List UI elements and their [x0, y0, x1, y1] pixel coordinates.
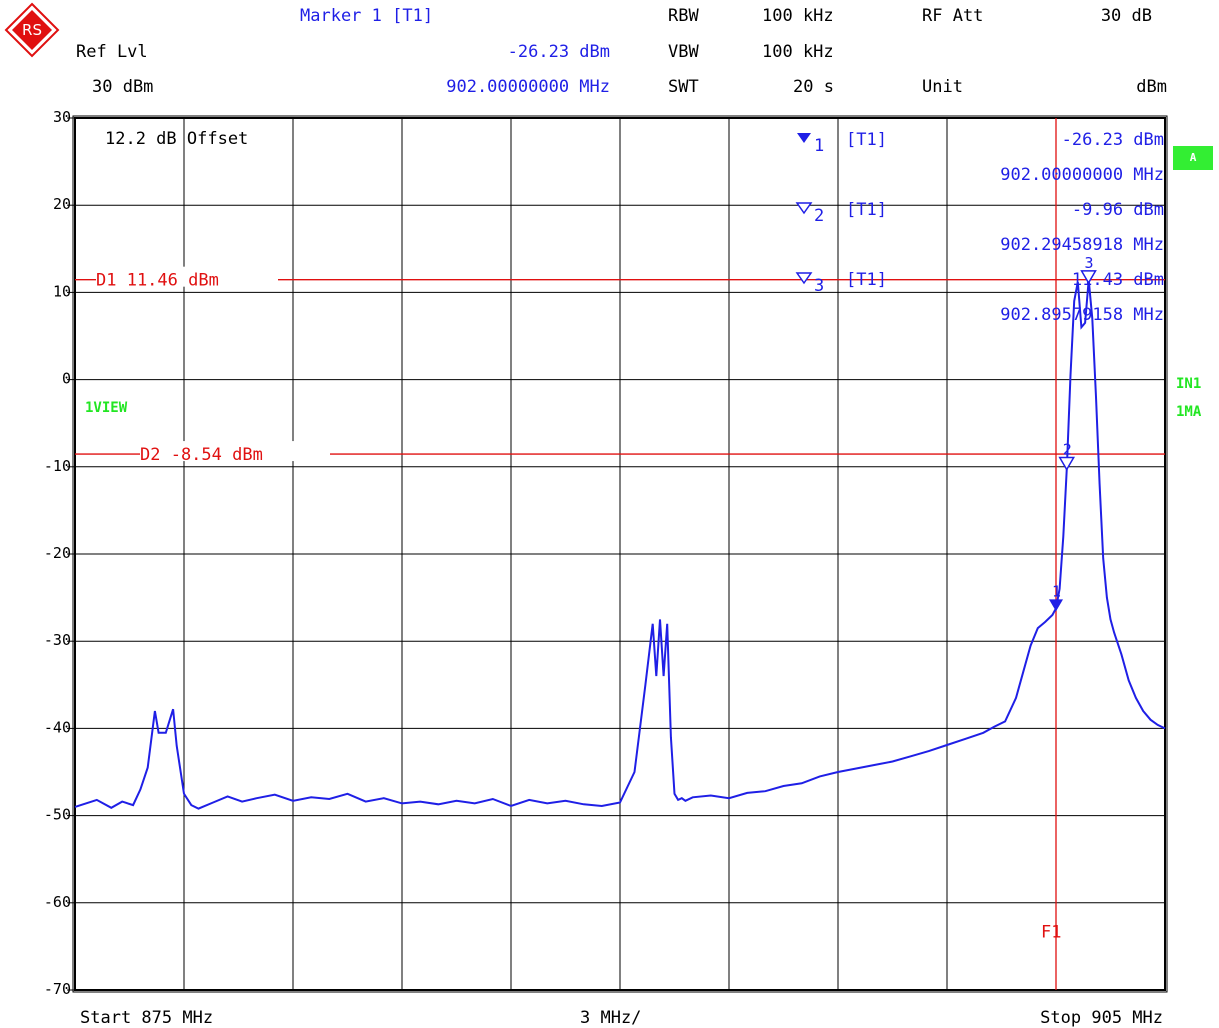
marker-title: Marker 1 [T1] — [300, 6, 434, 26]
f1-label: F1 — [1041, 923, 1061, 943]
trace-mode-indicator: 1MA — [1176, 404, 1202, 420]
ref-lvl-value: 30 dBm — [92, 77, 154, 97]
d1-label: D1 11.46 dBm — [96, 271, 219, 291]
frequency-per-division: 3 MHz/ — [580, 1008, 642, 1028]
y-tick-label: -30 — [44, 631, 71, 649]
offset-label: 12.2 dB Offset — [105, 129, 248, 149]
y-tick-label: -70 — [44, 980, 71, 998]
swt-value: 20 s — [793, 77, 834, 97]
marker-table-level: 11.43 dBm — [1072, 270, 1164, 290]
trace-marker-label: 1 — [1052, 582, 1061, 600]
marker-table-frequency: 902.00000000 MHz — [1000, 165, 1164, 185]
plot-frame-outer — [72, 115, 1168, 993]
marker-table-trace: [T1] — [846, 270, 887, 290]
vbw-label: VBW — [668, 42, 699, 62]
vbw-value: 100 kHz — [762, 42, 834, 62]
d1-label-bg — [96, 266, 278, 287]
brand-logo-icon: RS — [4, 2, 60, 58]
marker-table-frequency: 902.29458918 MHz — [1000, 235, 1164, 255]
d2-label: D2 -8.54 dBm — [140, 445, 263, 465]
y-tick-label: 10 — [53, 282, 71, 300]
ref-lvl-label: Ref Lvl — [76, 42, 148, 62]
marker-table-level: -26.23 dBm — [1062, 130, 1164, 150]
trace-1-line — [74, 279, 1166, 810]
rbw-label: RBW — [668, 6, 699, 26]
y-tick-label: -10 — [44, 457, 71, 475]
marker-table-trace: [T1] — [846, 130, 887, 150]
y-tick-label: 30 — [53, 108, 71, 126]
stop-frequency: Stop 905 MHz — [1040, 1008, 1163, 1028]
marker-table-icon-open — [795, 202, 813, 215]
marker-table-icon-open — [795, 272, 813, 285]
y-tick-label: -50 — [44, 806, 71, 824]
rf-att-label: RF Att — [922, 6, 984, 26]
rbw-value: 100 kHz — [762, 6, 834, 26]
marker-table-trace: [T1] — [846, 200, 887, 220]
marker-level-readout: -26.23 dBm — [507, 42, 610, 62]
swt-label: SWT — [668, 77, 699, 97]
svg-text:RS: RS — [22, 21, 42, 39]
unit-value: dBm — [1136, 77, 1167, 97]
marker-freq-readout: 902.00000000 MHz — [446, 77, 610, 97]
trace-marker-filled — [1049, 599, 1063, 612]
marker-table-number: 2 — [814, 206, 824, 226]
unit-label: Unit — [922, 77, 963, 97]
y-tick-label: 20 — [53, 195, 71, 213]
marker-table-icon-filled — [797, 133, 811, 143]
plot-frame — [74, 117, 1166, 991]
start-frequency: Start 875 MHz — [80, 1008, 214, 1028]
y-tick-label: -40 — [44, 718, 71, 736]
marker-table-level: -9.96 dBm — [1072, 200, 1164, 220]
trace-marker-label: 3 — [1085, 254, 1094, 272]
rf-att-value: 30 dB — [1100, 6, 1152, 26]
d2-label-bg — [140, 441, 330, 462]
marker-table-number: 1 — [814, 136, 824, 156]
y-tick-label: 0 — [62, 370, 71, 388]
y-tick-label: -60 — [44, 893, 71, 911]
y-tick-label: -20 — [44, 544, 71, 562]
view-label: 1VIEW — [85, 400, 128, 416]
trace-marker-label: 2 — [1063, 440, 1072, 458]
input-indicator: IN1 — [1176, 376, 1202, 392]
trace-a-badge: A — [1173, 146, 1213, 170]
marker-table-number: 3 — [814, 276, 824, 296]
marker-table-frequency: 902.89579158 MHz — [1000, 305, 1164, 325]
trace-marker-open — [1080, 270, 1097, 285]
trace-marker-open — [1058, 456, 1076, 471]
